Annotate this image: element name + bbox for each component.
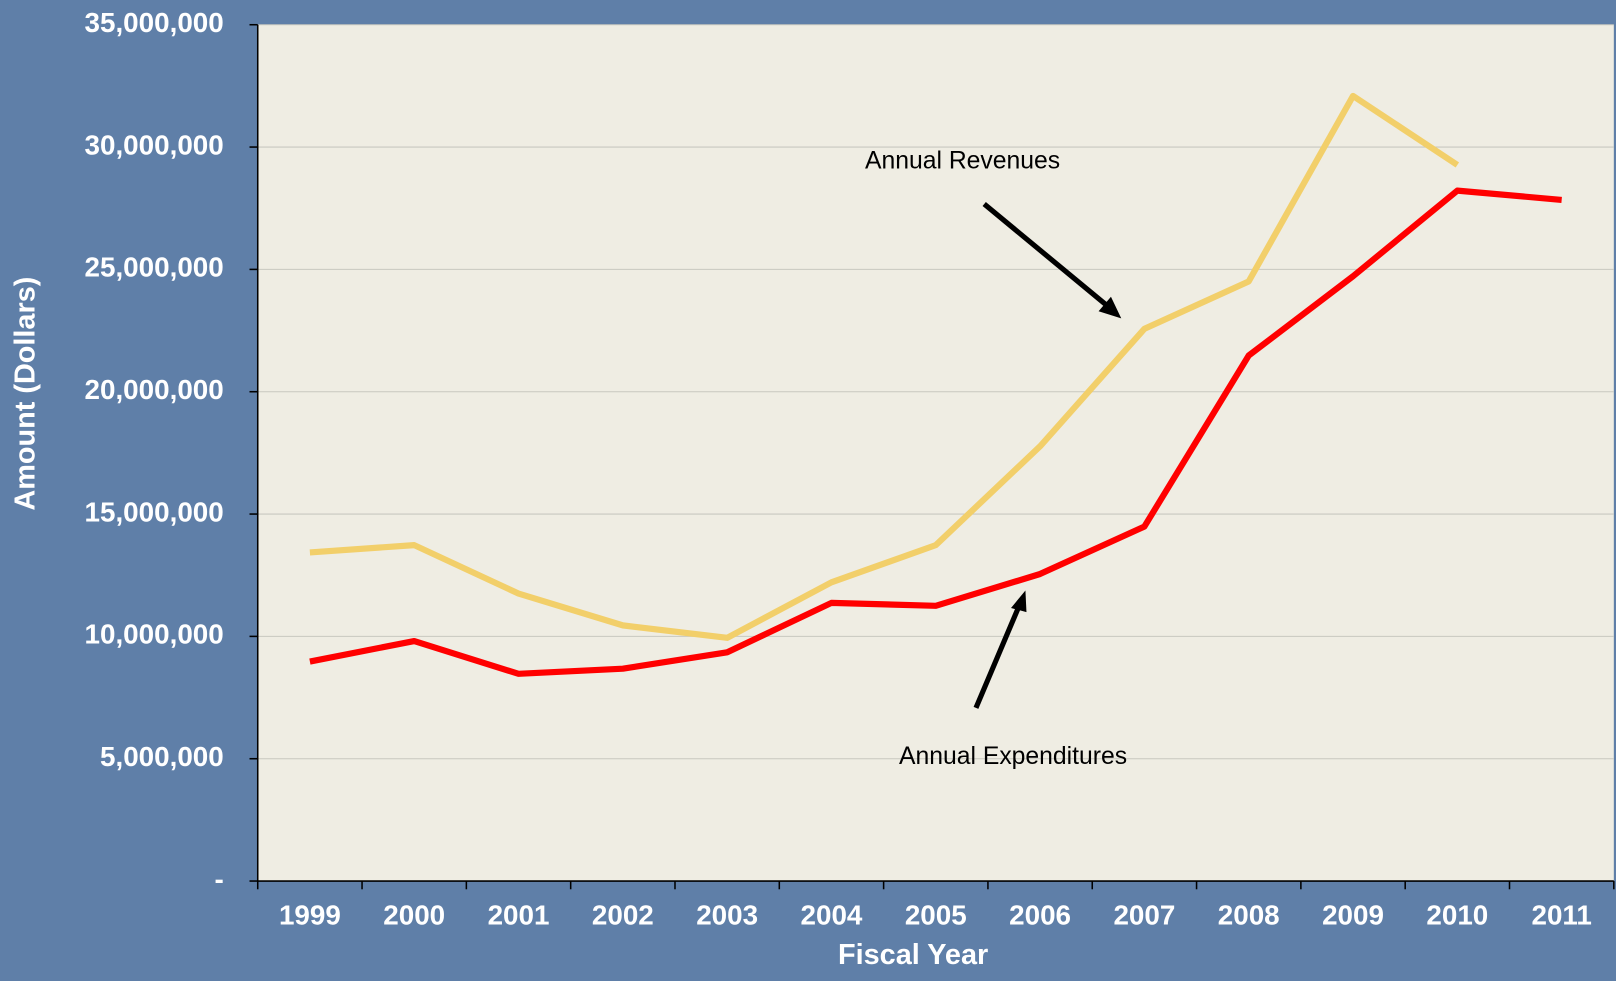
x-tick-label: 2008 [1218,899,1280,930]
x-tick-label: 2011 [1531,899,1591,930]
y-tick-label: 25,000,000 [85,252,224,283]
x-tick-label: 2007 [1113,899,1175,930]
x-tick-label: 1999 [279,899,341,930]
x-tick-label: 2003 [696,899,758,930]
y-tick-label: 15,000,000 [85,496,224,527]
series-line [309,92,1460,641]
x-tick-label: 2004 [801,899,863,930]
y-tick-label: - [214,863,223,894]
x-tick-label: 2000 [383,899,445,930]
series-line [309,187,1562,677]
x-tick-label: 2005 [905,899,967,930]
y-axis-title: Amount (Dollars) [10,277,42,511]
x-tick-label: 2001 [488,899,550,930]
arrow-shaft [982,202,1111,310]
annotation: Annual Revenues [865,147,1060,174]
y-tick-label: 5,000,000 [100,741,224,772]
arrow-shaft [973,606,1021,709]
arrow-head [1011,590,1027,613]
plot-area [257,24,1614,882]
x-axis-title: Fiscal Year [838,939,988,971]
x-tick-label: 2006 [1009,899,1071,930]
x-tick-label: 2009 [1322,899,1384,930]
y-tick-label: 10,000,000 [85,619,224,650]
y-tick-label: 20,000,000 [85,374,224,405]
annotation: Annual Expenditures [899,743,1127,770]
y-tick-label: 35,000,000 [85,7,224,38]
x-tick-label: 2002 [592,899,654,930]
y-tick-label: 30,000,000 [85,129,224,160]
x-tick-label: 2010 [1426,899,1488,930]
